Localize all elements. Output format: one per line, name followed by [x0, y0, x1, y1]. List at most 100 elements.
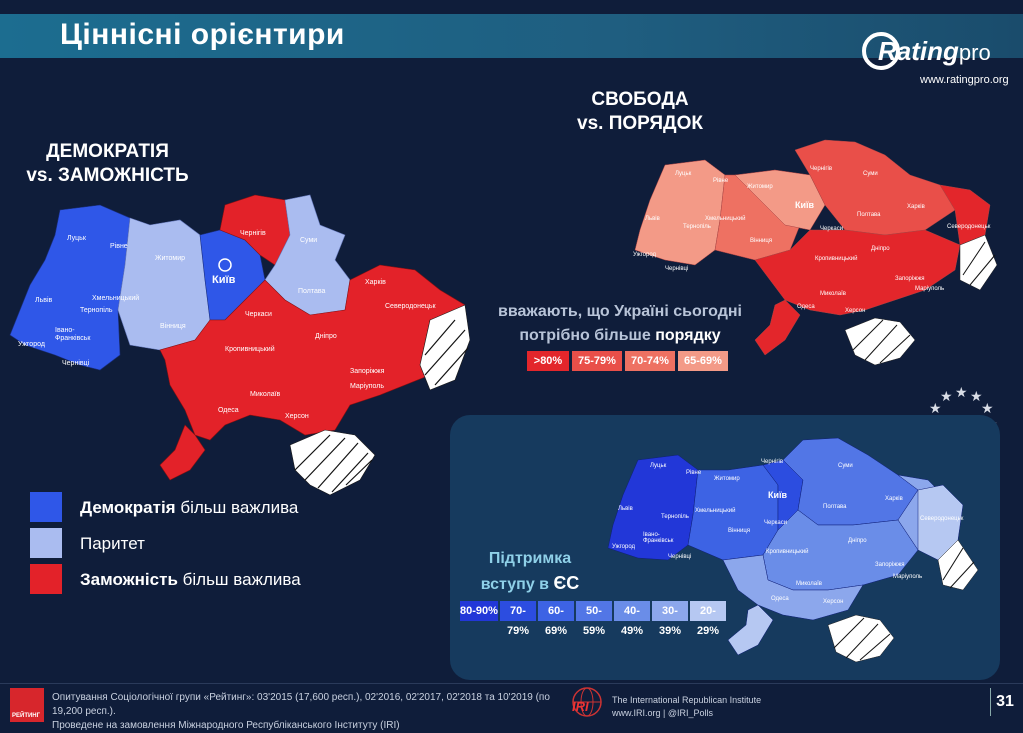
legend-democracy-rest: більш важлива [175, 498, 299, 517]
svg-text:★: ★ [955, 385, 968, 400]
map2-caption: вважають, що Україні сьогодні потрібно б… [470, 300, 770, 348]
region-west-eu [607, 454, 699, 561]
svg-text:★: ★ [929, 400, 942, 416]
rating-logo-label: РЕЙТИНГ [12, 713, 41, 719]
city-cherkasy: Черкаси [245, 311, 272, 318]
map3-city-chernihiv: Чернігів [761, 459, 783, 465]
region-crimea [289, 429, 376, 496]
city-kharkiv: Харків [365, 278, 386, 286]
city-lutsk: Луцьк [67, 235, 87, 242]
map3-city-ivano: Івано- [643, 532, 660, 538]
map1-ukraine: Київ Луцьк Рівне Львів Тернопіль Івано- … [9, 194, 470, 496]
region-donbas-2 [959, 234, 998, 291]
city-kyiv: Київ [212, 274, 236, 286]
map3-city-sumy: Суми [838, 463, 853, 469]
map2-city-dnipro: Дніпро [871, 246, 890, 252]
city-rivne: Рівне [110, 242, 128, 250]
legend-swatch-democracy [30, 492, 62, 522]
region-donbas-3 [937, 539, 979, 591]
city-khmelnytskyi: Хмельницький [92, 294, 139, 302]
legend-swatch-wealth [30, 564, 62, 594]
legend-wealth-rest: більш важлива [177, 570, 301, 589]
svg-text:★: ★ [940, 388, 953, 404]
map3-scale-4: 50-59% [576, 601, 612, 637]
city-chernihiv: Чернігів [240, 229, 266, 237]
kyiv-emblem-icon [218, 258, 232, 272]
map3-city-ternopil: Тернопіль [661, 514, 689, 520]
map3-city-kropyvnytskyi: Кропивницький [766, 548, 809, 555]
logo-ring-icon [862, 32, 900, 70]
map1-heading-line1: ДЕМОКРАТІЯ [46, 141, 169, 162]
map1-heading: ДЕМОКРАТІЯ vs. ЗАМОЖНІСТЬ [5, 140, 210, 188]
map2-city-zaporizhzhia: Запоріжжя [895, 276, 925, 282]
map3-caption-line1: Підтримка [488, 550, 572, 567]
page-title: Ціннісні орієнтири [60, 18, 345, 51]
legend-parity-label: Паритет [80, 534, 145, 553]
iri-mark: IRI [572, 699, 589, 714]
region-north-eu [782, 437, 919, 526]
map3-scale-6: 30-39% [652, 601, 688, 637]
city-lviv: Львів [35, 296, 53, 304]
city-dnipro: Дніпро [315, 332, 337, 340]
page-number: 31 [990, 688, 1019, 716]
map3-scale-3: 60-69% [538, 601, 574, 637]
map3-city-kharkiv: Харків [885, 496, 903, 502]
map2-city-lutsk: Луцьк [675, 171, 692, 177]
map2-scale-4: 65-69% [678, 351, 728, 371]
map2-city-mykolaiv: Миколаїв [820, 291, 846, 297]
map2-city-sievierodonetsk: Северодонецьк [947, 224, 991, 230]
region-odesa-order [754, 299, 801, 356]
map1-heading-line2: vs. ЗАМОЖНІСТЬ [26, 165, 189, 186]
map1-legend: Демократія більш важлива Паритет Заможні… [30, 492, 330, 602]
map2-scale: >80% 75-79% 70-74% 65-69% [527, 351, 728, 371]
map2-heading-line2: vs. ПОРЯДОК [577, 113, 703, 134]
map2-heading-line1: СВОБОДА [591, 89, 689, 110]
iri-text: The International Republican Institute w… [612, 694, 761, 720]
map2-ukraine: Київ Луцьк Рівне Львів Тернопіль Ужгород… [633, 139, 998, 365]
map3-city-vinnytsia: Вінниця [728, 528, 750, 534]
region-crimea-2 [844, 317, 916, 365]
city-zaporizhzhia: Запоріжжя [350, 367, 385, 375]
title-bar: Ціннісні орієнтири [0, 14, 1023, 58]
map3-city-zhytomyr: Житомир [714, 476, 740, 482]
map2-city-uzhhorod: Ужгород [633, 252, 657, 258]
region-zhytomyr-kyiv-order [734, 169, 826, 231]
city-ivano: Івано- [55, 327, 75, 334]
map3-city-mykolaiv: Миколаїв [796, 581, 822, 587]
map3-caption-line2-bold: ЄС [553, 573, 580, 593]
map2-caption-line1: вважають, що Україні сьогодні [498, 303, 742, 320]
map3-scale-7: 20-29% [690, 601, 726, 637]
map3-city-odesa: Одеса [771, 596, 789, 602]
map3-city-mariupol: Маріуполь [893, 574, 922, 580]
svg-text:★: ★ [981, 400, 994, 416]
footer-divider [0, 683, 1023, 684]
city-vinnytsia: Вінниця [160, 322, 186, 330]
region-center-west-parity [117, 217, 211, 351]
map3-city-frankivsk: Франківськ [643, 538, 674, 544]
map2-city-kropyvnytskyi: Кропивницький [815, 255, 858, 262]
logo-brand-suffix: pro [958, 40, 991, 65]
city-odesa: Одеса [218, 407, 239, 414]
map2-city-sumy: Суми [863, 171, 878, 177]
iri-name: The International Republican Institute [612, 695, 762, 705]
map2-city-kharkiv: Харків [907, 204, 925, 210]
map2-scale-1: >80% [527, 351, 569, 371]
city-ternopil: Тернопіль [80, 306, 113, 314]
map2-city-chernihiv: Чернігів [810, 166, 832, 172]
region-north-east-order [794, 139, 956, 236]
map3-city-sievierodonetsk: Северодонецьк [920, 516, 964, 522]
map2-city-kherson: Херсон [845, 308, 865, 314]
map3-city-uzhhorod: Ужгород [612, 544, 636, 550]
map3-caption-line2-pre: вступу в [480, 576, 554, 593]
region-south-eu [722, 554, 864, 621]
city-zhytomyr: Житомир [155, 255, 185, 262]
map3-city-kyiv: Київ [768, 490, 788, 500]
city-kherson: Херсон [285, 413, 309, 420]
map2-scale-3: 70-74% [625, 351, 675, 371]
iri-url: www.IRI.org | @IRI_Polls [612, 708, 713, 718]
map2-heading: СВОБОДА vs. ПОРЯДОК [555, 88, 725, 136]
city-chernivtsi: Чернівці [62, 359, 90, 367]
region-odesa-eu [727, 604, 774, 656]
city-mariupol: Маріуполь [350, 382, 384, 390]
legend-wealth-bold: Заможність [80, 570, 178, 589]
